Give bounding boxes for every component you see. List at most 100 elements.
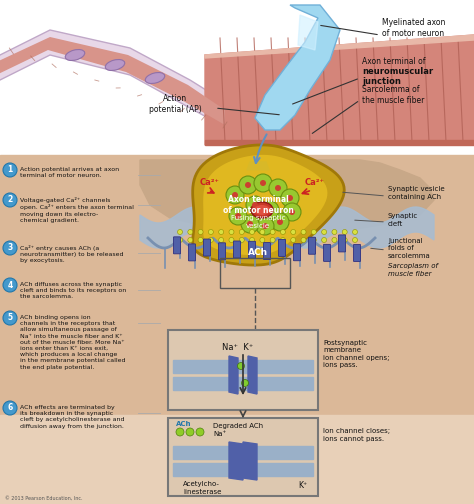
Text: Ca²⁺: Ca²⁺ — [200, 178, 220, 187]
Polygon shape — [248, 356, 257, 394]
Ellipse shape — [251, 202, 273, 218]
Text: Voltage-gated Ca²⁺ channels
open. Ca²⁺ enters the axon terminal
moving down its : Voltage-gated Ca²⁺ channels open. Ca²⁺ e… — [20, 197, 134, 223]
Ellipse shape — [65, 49, 85, 60]
Circle shape — [267, 207, 273, 213]
Polygon shape — [205, 35, 474, 58]
Polygon shape — [0, 155, 474, 420]
Circle shape — [219, 229, 224, 234]
Circle shape — [209, 237, 213, 242]
Circle shape — [256, 217, 274, 235]
Circle shape — [176, 428, 184, 436]
Circle shape — [322, 237, 327, 242]
Circle shape — [322, 229, 327, 234]
Circle shape — [281, 229, 285, 234]
Circle shape — [270, 229, 275, 234]
Circle shape — [3, 278, 17, 292]
Polygon shape — [203, 155, 328, 255]
Circle shape — [311, 237, 316, 242]
Circle shape — [241, 380, 248, 387]
Circle shape — [281, 237, 285, 242]
FancyBboxPatch shape — [279, 239, 285, 257]
Text: 6: 6 — [8, 404, 13, 412]
Circle shape — [261, 201, 279, 219]
Text: neuromuscular: neuromuscular — [362, 68, 433, 77]
FancyBboxPatch shape — [338, 235, 346, 252]
Text: 1: 1 — [8, 165, 13, 174]
Polygon shape — [173, 377, 313, 390]
FancyBboxPatch shape — [168, 330, 318, 410]
Circle shape — [229, 207, 247, 225]
Text: Fusing synaptic
vesicle: Fusing synaptic vesicle — [231, 215, 285, 229]
Text: junction: junction — [362, 78, 401, 87]
Polygon shape — [298, 15, 318, 50]
Circle shape — [260, 237, 265, 242]
Text: K⁺: K⁺ — [298, 481, 307, 490]
Circle shape — [353, 229, 357, 234]
Polygon shape — [173, 360, 313, 373]
Text: Sarcolemma of
the muscle fiber: Sarcolemma of the muscle fiber — [362, 85, 424, 105]
FancyBboxPatch shape — [189, 244, 195, 261]
Polygon shape — [247, 162, 269, 170]
FancyBboxPatch shape — [168, 418, 318, 496]
Ellipse shape — [145, 73, 165, 84]
Circle shape — [219, 237, 224, 242]
Circle shape — [289, 209, 295, 215]
Circle shape — [226, 186, 244, 204]
FancyBboxPatch shape — [173, 237, 181, 254]
Polygon shape — [0, 0, 474, 160]
Circle shape — [291, 237, 296, 242]
Circle shape — [245, 182, 251, 188]
FancyBboxPatch shape — [234, 241, 240, 258]
Text: Action
potential (AP): Action potential (AP) — [149, 94, 201, 114]
Text: ACh: ACh — [248, 248, 268, 257]
Polygon shape — [193, 145, 344, 265]
Text: ACh diffuses across the synaptic
cleft and binds to its receptors on
the sarcole: ACh diffuses across the synaptic cleft a… — [20, 282, 126, 299]
Text: Myelinated axon
of motor neuron: Myelinated axon of motor neuron — [382, 18, 446, 38]
Text: 2: 2 — [8, 196, 13, 205]
Circle shape — [249, 237, 255, 242]
Circle shape — [239, 176, 257, 194]
Circle shape — [177, 237, 182, 242]
Circle shape — [342, 229, 347, 234]
Circle shape — [281, 189, 299, 207]
Circle shape — [275, 185, 281, 191]
FancyBboxPatch shape — [354, 244, 361, 262]
Circle shape — [209, 229, 213, 234]
Polygon shape — [245, 160, 271, 170]
Circle shape — [229, 237, 234, 242]
Circle shape — [235, 213, 241, 219]
Text: Junctional
folds of
sarcolemma: Junctional folds of sarcolemma — [388, 237, 431, 259]
Circle shape — [232, 192, 238, 198]
Circle shape — [287, 195, 293, 201]
Text: ACh effects are terminated by
its breakdown in the synaptic
cleft by acetylcholi: ACh effects are terminated by its breakd… — [20, 405, 125, 428]
Circle shape — [271, 213, 289, 231]
Circle shape — [277, 219, 283, 225]
Circle shape — [270, 237, 275, 242]
FancyBboxPatch shape — [203, 239, 210, 256]
Text: 3: 3 — [8, 243, 13, 253]
Circle shape — [262, 223, 268, 229]
Polygon shape — [243, 442, 257, 480]
Circle shape — [254, 174, 272, 192]
FancyBboxPatch shape — [293, 244, 301, 261]
Text: Synaptic vesicle
containing ACh: Synaptic vesicle containing ACh — [388, 186, 445, 200]
Ellipse shape — [105, 59, 125, 71]
Text: Degraded ACh
Na⁺: Degraded ACh Na⁺ — [213, 423, 263, 436]
Circle shape — [196, 428, 204, 436]
Circle shape — [188, 229, 193, 234]
Circle shape — [3, 311, 17, 325]
Text: 4: 4 — [8, 281, 13, 289]
Text: Ca²⁺: Ca²⁺ — [305, 178, 325, 187]
Polygon shape — [205, 140, 474, 145]
Circle shape — [229, 229, 234, 234]
FancyBboxPatch shape — [309, 237, 316, 254]
Circle shape — [252, 202, 258, 208]
Text: © 2013 Pearson Education, Inc.: © 2013 Pearson Education, Inc. — [5, 496, 82, 501]
Text: 5: 5 — [8, 313, 13, 323]
Circle shape — [247, 221, 253, 227]
Polygon shape — [0, 37, 225, 125]
FancyBboxPatch shape — [219, 243, 226, 260]
Text: ACh binding opens ion
channels in the receptors that
allow simultaneous passage : ACh binding opens ion channels in the re… — [20, 315, 126, 369]
Circle shape — [301, 229, 306, 234]
Circle shape — [311, 229, 316, 234]
